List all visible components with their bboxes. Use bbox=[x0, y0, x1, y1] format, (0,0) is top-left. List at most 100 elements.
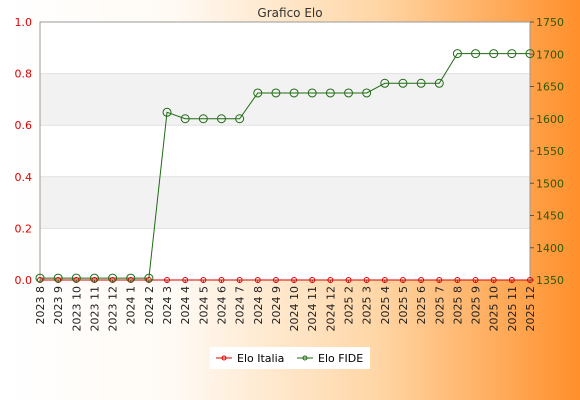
x-tick-label: 2024 7 bbox=[234, 286, 247, 325]
x-tick-label: 2025 6 bbox=[415, 286, 428, 325]
chart-title: Grafico Elo bbox=[257, 6, 322, 20]
plot-area bbox=[40, 22, 530, 280]
x-tick-label: 2024 3 bbox=[161, 286, 174, 325]
data-point-elo-italia bbox=[381, 277, 388, 283]
x-tick-label: 2024 11 bbox=[306, 286, 319, 332]
series-layer bbox=[35, 49, 535, 283]
x-tick-label: 2024 10 bbox=[288, 286, 301, 332]
x-tick-label: 2023 9 bbox=[52, 286, 65, 325]
data-point-elo-fide bbox=[434, 78, 444, 88]
data-point-elo-italia bbox=[236, 277, 243, 283]
data-point-elo-fide bbox=[307, 88, 317, 98]
x-tick-label: 2024 12 bbox=[324, 286, 337, 332]
data-point-elo-italia bbox=[363, 277, 370, 283]
legend-box bbox=[210, 347, 370, 369]
data-point-elo-fide bbox=[53, 273, 63, 283]
legend-marker-elo-italia bbox=[221, 355, 227, 361]
data-point-elo-fide bbox=[253, 88, 263, 98]
right-tick-label: 1350 bbox=[536, 274, 564, 287]
data-point-elo-fide bbox=[108, 273, 118, 283]
data-point-elo-fide bbox=[507, 49, 517, 59]
data-point-elo-fide bbox=[416, 78, 426, 88]
left-tick-label: 1.0 bbox=[15, 16, 33, 29]
right-tick-label: 1750 bbox=[536, 16, 564, 29]
legend-label-elo-italia: Elo Italia bbox=[237, 352, 284, 365]
legend-label-elo-fide: Elo FIDE bbox=[318, 352, 363, 365]
data-point-elo-italia bbox=[418, 277, 425, 283]
x-tick-label: 2025 12 bbox=[524, 286, 537, 332]
grid-bands bbox=[40, 73, 530, 229]
x-tick-label: 2024 2 bbox=[143, 286, 156, 325]
data-point-elo-italia bbox=[218, 277, 225, 283]
data-point-elo-fide bbox=[471, 49, 481, 59]
right-tick-label: 1450 bbox=[536, 210, 564, 223]
grid-band bbox=[40, 73, 530, 126]
x-tick-label: 2024 5 bbox=[197, 286, 210, 325]
data-point-elo-fide bbox=[162, 107, 172, 117]
data-point-elo-italia bbox=[254, 277, 261, 283]
data-point-elo-fide bbox=[71, 273, 81, 283]
data-point-elo-italia bbox=[164, 277, 171, 283]
data-point-elo-fide bbox=[325, 88, 335, 98]
data-point-elo-italia bbox=[436, 277, 443, 283]
data-point-elo-italia bbox=[454, 277, 461, 283]
data-point-elo-fide bbox=[452, 49, 462, 59]
data-point-elo-fide bbox=[144, 273, 154, 283]
data-point-elo-fide bbox=[398, 78, 408, 88]
x-tick-label: 2025 9 bbox=[470, 286, 483, 325]
data-point-elo-fide bbox=[271, 88, 281, 98]
legend: Elo Italia Elo FIDE bbox=[210, 347, 370, 369]
data-point-elo-italia bbox=[508, 277, 515, 283]
right-tick-label: 1400 bbox=[536, 242, 564, 255]
x-tick-label: 2025 2 bbox=[343, 286, 356, 325]
data-point-elo-fide bbox=[126, 273, 136, 283]
series-line-elo-fide bbox=[40, 53, 530, 279]
data-point-elo-fide bbox=[344, 88, 354, 98]
x-tick-label: 2025 5 bbox=[397, 286, 410, 325]
x-tick-label: 2023 8 bbox=[34, 286, 47, 325]
data-point-elo-fide bbox=[89, 273, 99, 283]
data-point-elo-fide bbox=[525, 49, 535, 59]
x-tick-label: 2025 7 bbox=[433, 286, 446, 325]
data-point-elo-italia bbox=[182, 277, 189, 283]
x-tick-label: 2024 1 bbox=[125, 286, 138, 325]
x-tick-label: 2025 11 bbox=[506, 286, 519, 332]
data-point-elo-italia bbox=[272, 277, 279, 283]
data-point-elo-italia bbox=[490, 277, 497, 283]
data-point-elo-fide bbox=[380, 78, 390, 88]
data-point-elo-fide bbox=[289, 88, 299, 98]
data-point-elo-fide bbox=[489, 49, 499, 59]
x-tick-label: 2023 10 bbox=[70, 286, 83, 332]
left-tick-label: 0.0 bbox=[15, 274, 33, 287]
legend-marker-elo-fide bbox=[302, 355, 308, 361]
x-tick-label: 2023 11 bbox=[88, 286, 101, 332]
data-point-elo-fide bbox=[35, 273, 45, 283]
right-tick-label: 1500 bbox=[536, 177, 564, 190]
data-point-elo-fide bbox=[180, 114, 190, 124]
left-tick-label: 0.6 bbox=[15, 119, 33, 132]
x-tick-label: 2024 8 bbox=[252, 286, 265, 325]
left-axis-ticks: 0.0 0.2 0.4 0.6 0.8 1.0 bbox=[15, 16, 33, 287]
x-tick-label: 2024 9 bbox=[270, 286, 283, 325]
right-tick-label: 1550 bbox=[536, 145, 564, 158]
x-tick-label: 2025 10 bbox=[488, 286, 501, 332]
right-tick-label: 1600 bbox=[536, 113, 564, 126]
x-tick-label: 2025 4 bbox=[379, 286, 392, 325]
grid-band bbox=[40, 176, 530, 229]
data-point-elo-fide bbox=[198, 114, 208, 124]
x-tick-label: 2024 4 bbox=[179, 286, 192, 325]
data-point-elo-italia bbox=[309, 277, 316, 283]
right-tick-label: 1700 bbox=[536, 48, 564, 61]
data-point-elo-italia bbox=[399, 277, 406, 283]
data-point-elo-fide bbox=[362, 88, 372, 98]
data-point-elo-fide bbox=[235, 114, 245, 124]
data-point-elo-italia bbox=[327, 277, 334, 283]
right-axis-ticks: 1350 1400 1450 1500 1550 1600 1650 1700 1750 bbox=[530, 16, 564, 287]
data-point-elo-italia bbox=[472, 277, 479, 283]
x-tick-label: 2023 12 bbox=[107, 286, 120, 332]
left-tick-label: 0.2 bbox=[15, 222, 33, 235]
data-point-elo-italia bbox=[200, 277, 207, 283]
